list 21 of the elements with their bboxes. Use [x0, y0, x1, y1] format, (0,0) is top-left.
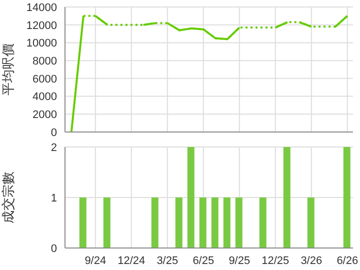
x-tick-label: 9/25 — [228, 254, 250, 267]
y-axis-title: 平均呎價 — [0, 44, 16, 96]
y-tick-label: 14000 — [26, 2, 57, 14]
y-tick-label: 10000 — [26, 38, 57, 50]
x-tick-label: 9/24 — [84, 254, 106, 267]
y-tick-label: 1 — [50, 192, 57, 204]
y-tick-label: 0 — [50, 126, 57, 139]
x-tick-label: 3/26 — [300, 254, 322, 267]
y-tick-label: 6000 — [32, 73, 57, 86]
y-tick-label: 0 — [50, 242, 57, 255]
y-tick-label: 2 — [50, 142, 57, 154]
y-tick-label: 8000 — [32, 55, 57, 68]
y-axis-title: 成交宗數 — [0, 172, 16, 224]
x-tick-label: 6/26 — [336, 254, 358, 267]
x-tick-label: 12/24 — [118, 254, 146, 267]
y-tick-label: 2000 — [32, 109, 57, 122]
y-tick-label: 12000 — [26, 20, 57, 32]
y-tick-label: 4000 — [32, 91, 57, 104]
x-tick-label: 12/25 — [262, 254, 290, 267]
x-tick-label: 3/25 — [156, 254, 178, 267]
x-tick-label: 6/25 — [192, 254, 214, 267]
